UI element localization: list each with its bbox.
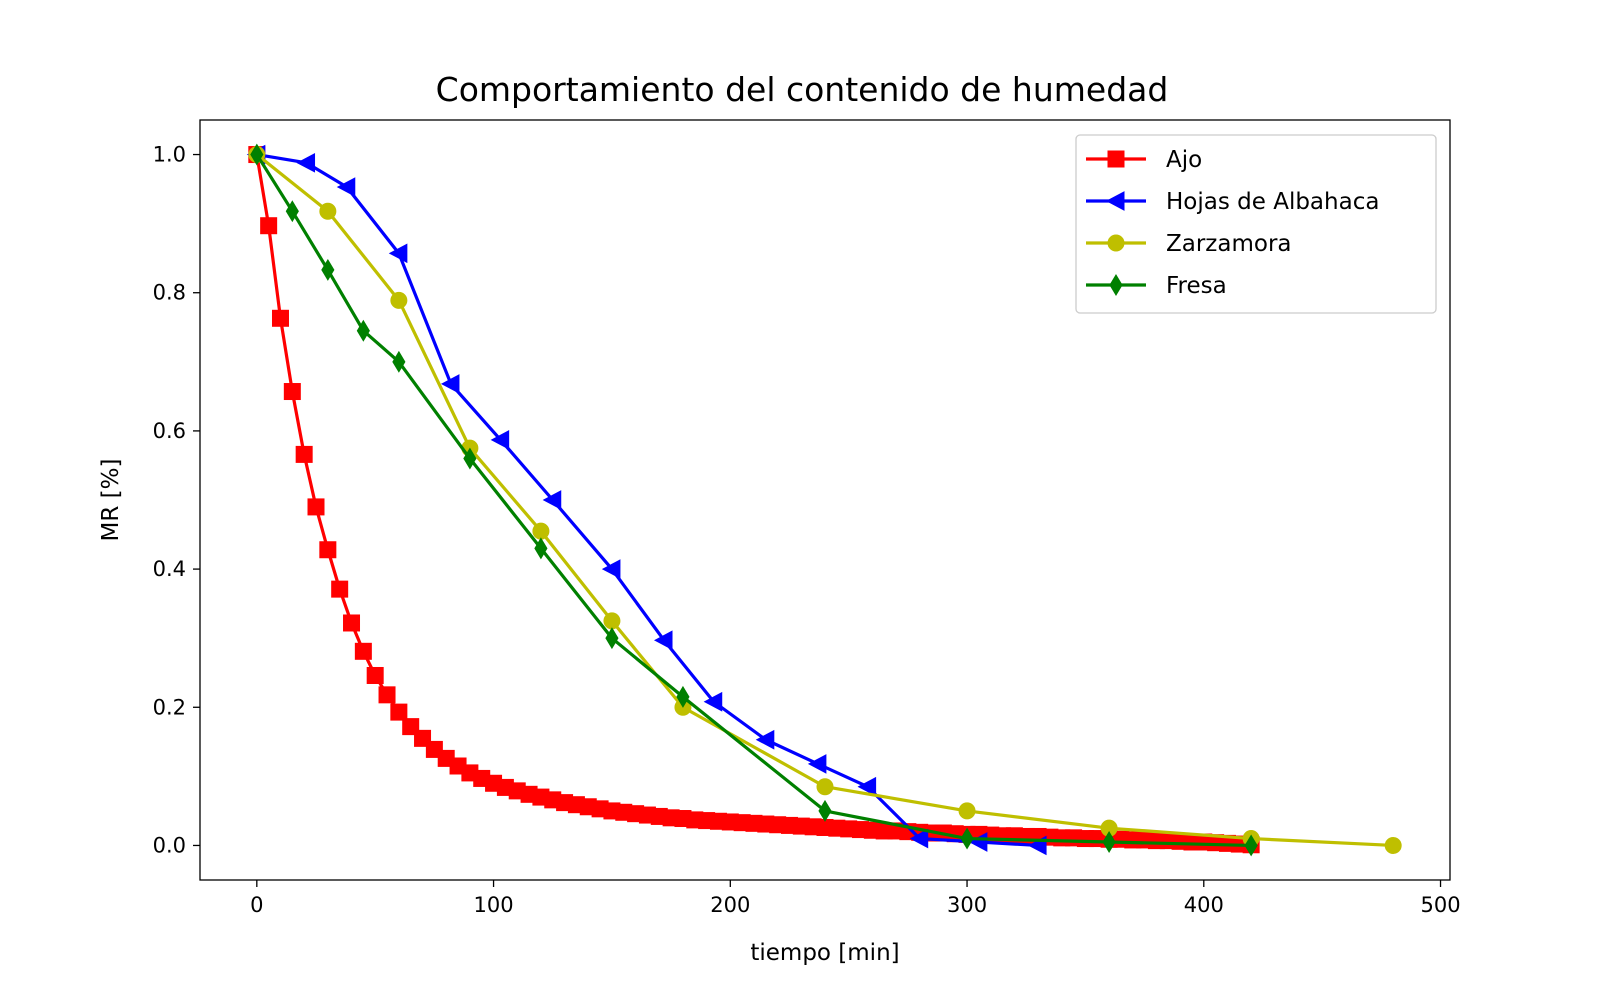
data-point bbox=[390, 291, 408, 309]
data-point bbox=[321, 258, 335, 281]
data-point bbox=[909, 828, 929, 849]
data-point bbox=[653, 630, 673, 651]
data-point bbox=[331, 580, 349, 598]
x-axis-ticks: 0 100 200 300 400 500 bbox=[250, 880, 1461, 917]
legend-item: Zarzamora bbox=[1086, 231, 1292, 257]
legend-label: Ajo bbox=[1166, 147, 1202, 173]
data-point bbox=[816, 778, 834, 796]
data-point bbox=[354, 642, 372, 660]
legend-marker bbox=[1105, 191, 1125, 211]
legend-label: Zarzamora bbox=[1166, 231, 1292, 257]
data-point bbox=[336, 177, 356, 197]
legend-marker bbox=[1109, 274, 1123, 296]
y-axis-label: MR [%] bbox=[98, 459, 124, 542]
data-point bbox=[388, 243, 408, 264]
series-line bbox=[255, 153, 1394, 848]
data-point bbox=[366, 666, 384, 684]
legend-label: Fresa bbox=[1166, 273, 1227, 299]
legend-item: Ajo bbox=[1086, 147, 1202, 173]
data-point bbox=[250, 143, 264, 166]
legend-box bbox=[1075, 134, 1437, 314]
x-tick-label: 0 bbox=[250, 893, 263, 917]
x-tick-label: 500 bbox=[1420, 893, 1460, 917]
x-tick-label: 400 bbox=[1184, 893, 1224, 917]
data-point bbox=[295, 445, 313, 463]
data-point bbox=[296, 153, 316, 173]
data-point bbox=[676, 685, 690, 708]
legend-item: Fresa bbox=[1086, 273, 1227, 299]
data-point bbox=[392, 350, 406, 373]
data-point bbox=[319, 541, 337, 559]
x-tick-label: 300 bbox=[947, 893, 987, 917]
legend-label: Hojas de Albahaca bbox=[1166, 189, 1379, 215]
data-point bbox=[271, 309, 289, 327]
x-axis-label: tiempo [min] bbox=[750, 940, 899, 966]
data-point bbox=[1102, 831, 1116, 853]
series-zarzamora bbox=[248, 146, 1402, 854]
data-point bbox=[343, 614, 361, 632]
x-tick-label: 200 bbox=[710, 893, 750, 917]
data-point bbox=[307, 498, 325, 516]
series-layer bbox=[246, 143, 1402, 857]
series-line bbox=[256, 152, 1039, 848]
data-point bbox=[542, 490, 562, 510]
data-point bbox=[490, 430, 510, 450]
series-fresa bbox=[250, 143, 1258, 857]
data-point bbox=[605, 627, 619, 650]
x-tick-label: 100 bbox=[474, 893, 514, 917]
data-point bbox=[603, 612, 621, 630]
chart-title: Comportamiento del contenido de humedad bbox=[436, 70, 1169, 109]
data-point bbox=[283, 383, 301, 401]
data-point bbox=[958, 802, 976, 820]
data-point bbox=[378, 686, 396, 704]
data-point bbox=[807, 754, 827, 774]
y-tick-label: 0.6 bbox=[153, 419, 186, 443]
data-point bbox=[285, 200, 299, 223]
data-point bbox=[440, 374, 460, 394]
legend-marker bbox=[1107, 234, 1125, 252]
data-point bbox=[319, 202, 337, 220]
series-hojas-de-albahaca bbox=[246, 144, 1047, 856]
axes-frame bbox=[199, 119, 1451, 881]
data-point bbox=[1384, 836, 1402, 854]
y-tick-label: 0.4 bbox=[153, 557, 186, 581]
data-point bbox=[601, 559, 621, 579]
y-tick-label: 0.0 bbox=[153, 833, 186, 857]
data-point bbox=[857, 776, 877, 797]
data-point bbox=[390, 703, 408, 721]
data-point bbox=[463, 447, 477, 470]
legend: Ajo Hojas de Albahaca Zarzamora Fresa bbox=[1075, 134, 1437, 314]
data-point bbox=[260, 217, 278, 235]
data-point bbox=[532, 522, 550, 540]
data-point bbox=[356, 319, 370, 342]
legend-marker bbox=[1107, 150, 1125, 168]
legend-item: Hojas de Albahaca bbox=[1086, 189, 1379, 215]
data-point bbox=[960, 827, 974, 850]
data-point bbox=[755, 729, 775, 750]
y-tick-label: 0.8 bbox=[153, 281, 186, 305]
y-tick-label: 1.0 bbox=[153, 143, 186, 167]
y-tick-label: 0.2 bbox=[153, 695, 186, 719]
data-point bbox=[534, 537, 548, 560]
data-point bbox=[703, 691, 723, 712]
data-point bbox=[1244, 834, 1258, 857]
data-point bbox=[818, 799, 832, 822]
y-axis-ticks: 0.0 0.2 0.4 0.6 0.8 1.0 bbox=[153, 143, 200, 857]
